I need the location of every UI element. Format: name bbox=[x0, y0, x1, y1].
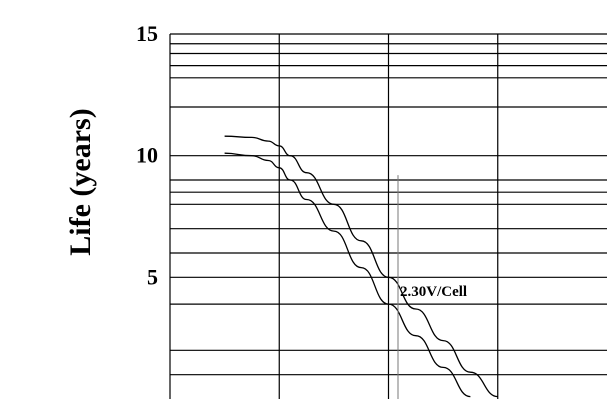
life-band bbox=[224, 135, 498, 399]
y-tick-label: 5 bbox=[147, 264, 158, 289]
y-tick-label: 10 bbox=[136, 143, 158, 168]
y-tick-label: 15 bbox=[136, 21, 158, 46]
y-axis-label: Life (years) bbox=[64, 108, 97, 255]
life-curve-lower bbox=[224, 152, 471, 398]
life-curve-upper bbox=[224, 135, 498, 398]
grid-layer bbox=[169, 33, 607, 399]
annotation-voltage: 2.30V/Cell bbox=[400, 284, 467, 300]
label-layer: 15 10 5 Life (years) 2.30V/Cell bbox=[64, 21, 467, 300]
